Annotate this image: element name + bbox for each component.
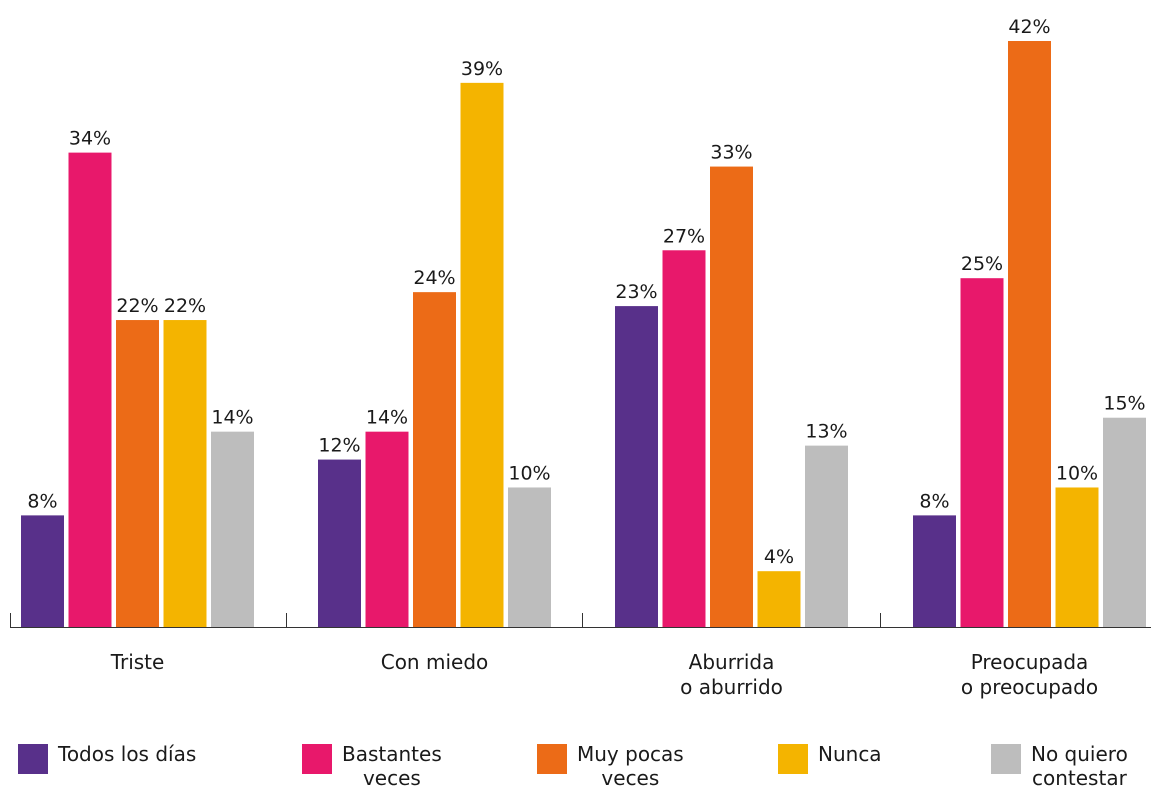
chart-legend: Todos los días Bastantes veces Muy pocas vec… <box>0 742 1151 793</box>
legend-label: Nunca <box>818 742 882 766</box>
data-label: 12% <box>318 435 360 457</box>
legend-label: Bastantes veces <box>342 742 442 790</box>
data-label: 10% <box>1056 462 1098 484</box>
category-label: Triste <box>110 650 165 674</box>
bar <box>960 278 1004 627</box>
bar <box>710 166 753 628</box>
bar <box>211 431 254 627</box>
legend-swatch <box>302 744 332 774</box>
data-label: 39% <box>461 58 503 80</box>
bar <box>757 571 801 627</box>
data-label: 24% <box>413 267 455 289</box>
legend-label: No quiero contestar <box>1031 742 1128 790</box>
bar <box>508 487 551 627</box>
legend-swatch <box>537 744 567 774</box>
legend-item: No quiero contestar <box>991 742 1128 790</box>
data-label: 23% <box>615 281 657 303</box>
data-label: 14% <box>211 407 253 429</box>
data-label: 27% <box>663 225 705 247</box>
data-label: 4% <box>764 546 794 568</box>
bar <box>1055 487 1099 627</box>
bar <box>805 445 848 627</box>
data-label: 10% <box>508 462 550 484</box>
category-label: Preocupada <box>971 650 1089 674</box>
legend-swatch <box>18 744 48 774</box>
bar <box>163 320 207 627</box>
legend-item: Nunca <box>778 742 882 774</box>
data-label: 13% <box>805 421 847 443</box>
bar <box>116 320 159 627</box>
legend-swatch <box>991 744 1021 774</box>
data-label: 8% <box>919 490 949 512</box>
category-label: Aburrida <box>689 650 775 674</box>
legend-item: Todos los días <box>18 742 197 774</box>
bar <box>1103 417 1146 627</box>
data-label: 22% <box>116 295 158 317</box>
bar-chart: 8% 34% 22% 22% 14% Triste 12% 14% 24% 39% 10% Con m… <box>10 16 1151 699</box>
bar <box>413 292 456 627</box>
bar <box>365 431 409 627</box>
legend-label: Muy pocas veces <box>577 742 684 790</box>
category-label: o aburrido <box>680 675 783 699</box>
bar <box>662 250 706 628</box>
data-label: 33% <box>710 142 752 164</box>
bar <box>318 459 361 627</box>
category-label: o preocupado <box>961 675 1098 699</box>
data-label: 14% <box>366 407 408 429</box>
legend-item: Muy pocas veces <box>537 742 684 790</box>
bar <box>460 82 504 628</box>
data-label: 25% <box>961 253 1003 275</box>
data-label: 22% <box>164 295 206 317</box>
data-label: 42% <box>1008 16 1050 38</box>
category-label: Con miedo <box>381 650 489 674</box>
data-label: 15% <box>1103 393 1145 415</box>
bar <box>913 515 956 627</box>
data-label: 8% <box>27 490 57 512</box>
bar <box>21 515 64 627</box>
legend-item: Bastantes veces <box>302 742 442 790</box>
bar <box>68 152 112 627</box>
legend-swatch <box>778 744 808 774</box>
data-label: 34% <box>69 128 111 150</box>
bar <box>1008 41 1051 627</box>
legend-label: Todos los días <box>58 742 197 766</box>
bar <box>615 306 658 627</box>
